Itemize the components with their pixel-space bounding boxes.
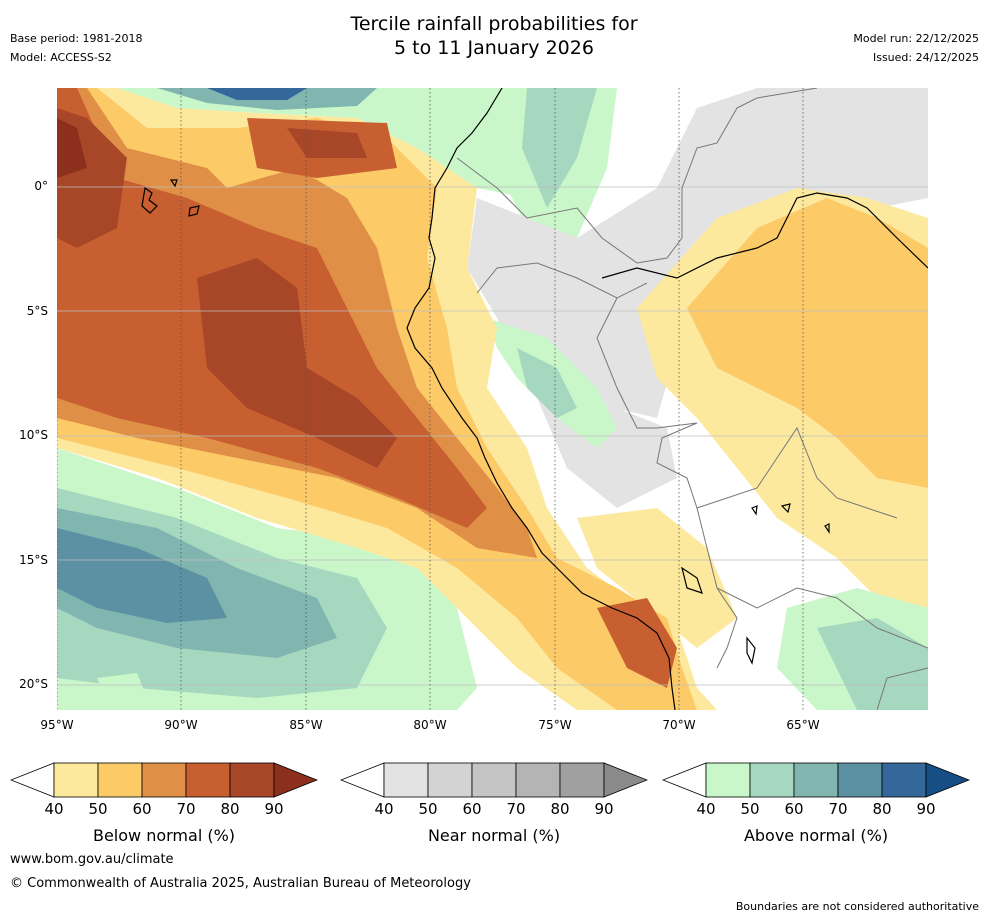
- lon-label-85w: 85°W: [289, 718, 323, 732]
- title-line-2: 5 to 11 January 2026: [394, 37, 594, 59]
- lon-label-80w: 80°W: [413, 718, 447, 732]
- contour-below-5-30: [57, 118, 87, 178]
- colorbar-near-swatches: [340, 762, 648, 798]
- colorbar-extend-high: [273, 762, 318, 798]
- colorbar-swatch-0: [705, 762, 751, 798]
- lat-label-20s: 20°S: [19, 677, 48, 691]
- contour-above-3-20: [57, 528, 227, 623]
- colorbar-tick-80: 80: [872, 800, 892, 818]
- colorbar-tick-40: 40: [44, 800, 64, 818]
- colorbar-swatch-0: [53, 762, 99, 798]
- colorbar-swatch-3: [837, 762, 883, 798]
- colorbar-tick-80: 80: [220, 800, 240, 818]
- colorbar-tick-50: 50: [88, 800, 108, 818]
- colorbar-extend-low: [10, 762, 55, 798]
- above-normal-southwest-region: [57, 448, 477, 710]
- colorbar-swatch-2: [471, 762, 517, 798]
- colorbar-swatch-1: [749, 762, 795, 798]
- colorbar-tick-40: 40: [374, 800, 394, 818]
- colorbar-swatch-2: [141, 762, 187, 798]
- colorbar-tick-70: 70: [176, 800, 196, 818]
- contour-below-4-28: [197, 258, 397, 468]
- contour-above-0-21: [97, 673, 147, 700]
- contour-above-1-4: [522, 88, 597, 208]
- above-normal-amazon-region: [487, 318, 617, 448]
- colorbar-swatch-4: [229, 762, 275, 798]
- colorbar-swatch-4: [881, 762, 927, 798]
- contour-below-1-13: [687, 198, 928, 488]
- colorbar-below-title: Below normal (%): [92, 826, 236, 845]
- lon-label-75w: 75°W: [538, 718, 572, 732]
- colorbar-above-swatches: [662, 762, 970, 798]
- colorbar-swatch-4: [559, 762, 605, 798]
- colorbar-swatch-2: [793, 762, 839, 798]
- colorbar-extend-low: [340, 762, 385, 798]
- colorbar-tick-50: 50: [740, 800, 760, 818]
- colorbar-tick-80: 80: [550, 800, 570, 818]
- colorbar-tick-70: 70: [506, 800, 526, 818]
- model-run: Model run: 22/12/2025: [853, 32, 979, 45]
- map-title: Tercile rainfall probabilities for 5 to …: [0, 12, 988, 60]
- footer-copyright: © Commonwealth of Australia 2025, Austra…: [10, 876, 471, 891]
- colorbar-swatch-0: [383, 762, 429, 798]
- above-normal-southeast-region: [777, 588, 928, 710]
- contour-above-1-11: [517, 348, 577, 418]
- coastlines: [141, 88, 928, 710]
- contour-above-4-2: [207, 88, 307, 100]
- footer-url[interactable]: www.bom.gov.au/climate: [10, 852, 174, 867]
- colorbar-tick-90: 90: [594, 800, 614, 818]
- colorbar-tick-90: 90: [916, 800, 936, 818]
- colorbar-above-normal: Above normal (%) 40 50 60 70 80 90: [662, 762, 970, 845]
- lat-label-10s: 10°S: [19, 428, 48, 442]
- country-borders: [456, 88, 928, 710]
- lon-label-90w: 90°W: [164, 718, 198, 732]
- lat-label-5s: 5°S: [26, 304, 48, 318]
- colorbar-tick-60: 60: [784, 800, 804, 818]
- colorbar-tick-40: 40: [696, 800, 716, 818]
- model-name: Model: ACCESS-S2: [10, 51, 112, 64]
- colorbar-tick-50: 50: [418, 800, 438, 818]
- contour-below-0-14: [577, 508, 737, 648]
- colorbar-swatch-1: [427, 762, 473, 798]
- colorbar-extend-high: [603, 762, 648, 798]
- colorbar-swatch-1: [97, 762, 143, 798]
- colorbar-swatch-3: [185, 762, 231, 798]
- colorbar-near-title: Near normal (%): [427, 826, 561, 845]
- colorbar-below-normal: Below normal (%) 40 50 60 70 80 90: [10, 762, 318, 845]
- colorbar-above-title: Above normal (%): [743, 826, 889, 845]
- contour-below-3-31: [597, 598, 677, 688]
- colorbar-tick-70: 70: [828, 800, 848, 818]
- colorbar-tick-90: 90: [264, 800, 284, 818]
- lon-label-65w: 65°W: [786, 718, 820, 732]
- colorbar-tick-60: 60: [462, 800, 482, 818]
- map-gridlines: [57, 186, 928, 686]
- issued-date: Issued: 24/12/2025: [872, 51, 979, 64]
- lat-label-0: 0°: [34, 179, 48, 193]
- probability-map: [57, 88, 928, 710]
- lon-label-70w: 70°W: [662, 718, 696, 732]
- lon-label-95w: 95°W: [40, 718, 74, 732]
- colorbar-extend-high: [925, 762, 970, 798]
- contour-below-4-29: [287, 128, 367, 158]
- colorbar-below-swatches: [10, 762, 318, 798]
- base-period: Base period: 1981-2018: [10, 32, 143, 45]
- contour-above-1-16: [817, 618, 928, 710]
- lat-label-15s: 15°S: [19, 553, 48, 567]
- title-line-1: Tercile rainfall probabilities for: [350, 13, 638, 35]
- colorbar-extend-low: [662, 762, 707, 798]
- below-normal-pacific-region: [57, 88, 717, 710]
- contour-above-0-0: [117, 88, 597, 198]
- colorbar-near-normal: Near normal (%) 40 50 60 70 80 90: [340, 762, 648, 845]
- footer-disclaimer: Boundaries are not considered authoritat…: [735, 900, 979, 913]
- colorbar-tick-60: 60: [132, 800, 152, 818]
- colorbar-swatch-3: [515, 762, 561, 798]
- below-normal-east-region: [577, 188, 928, 648]
